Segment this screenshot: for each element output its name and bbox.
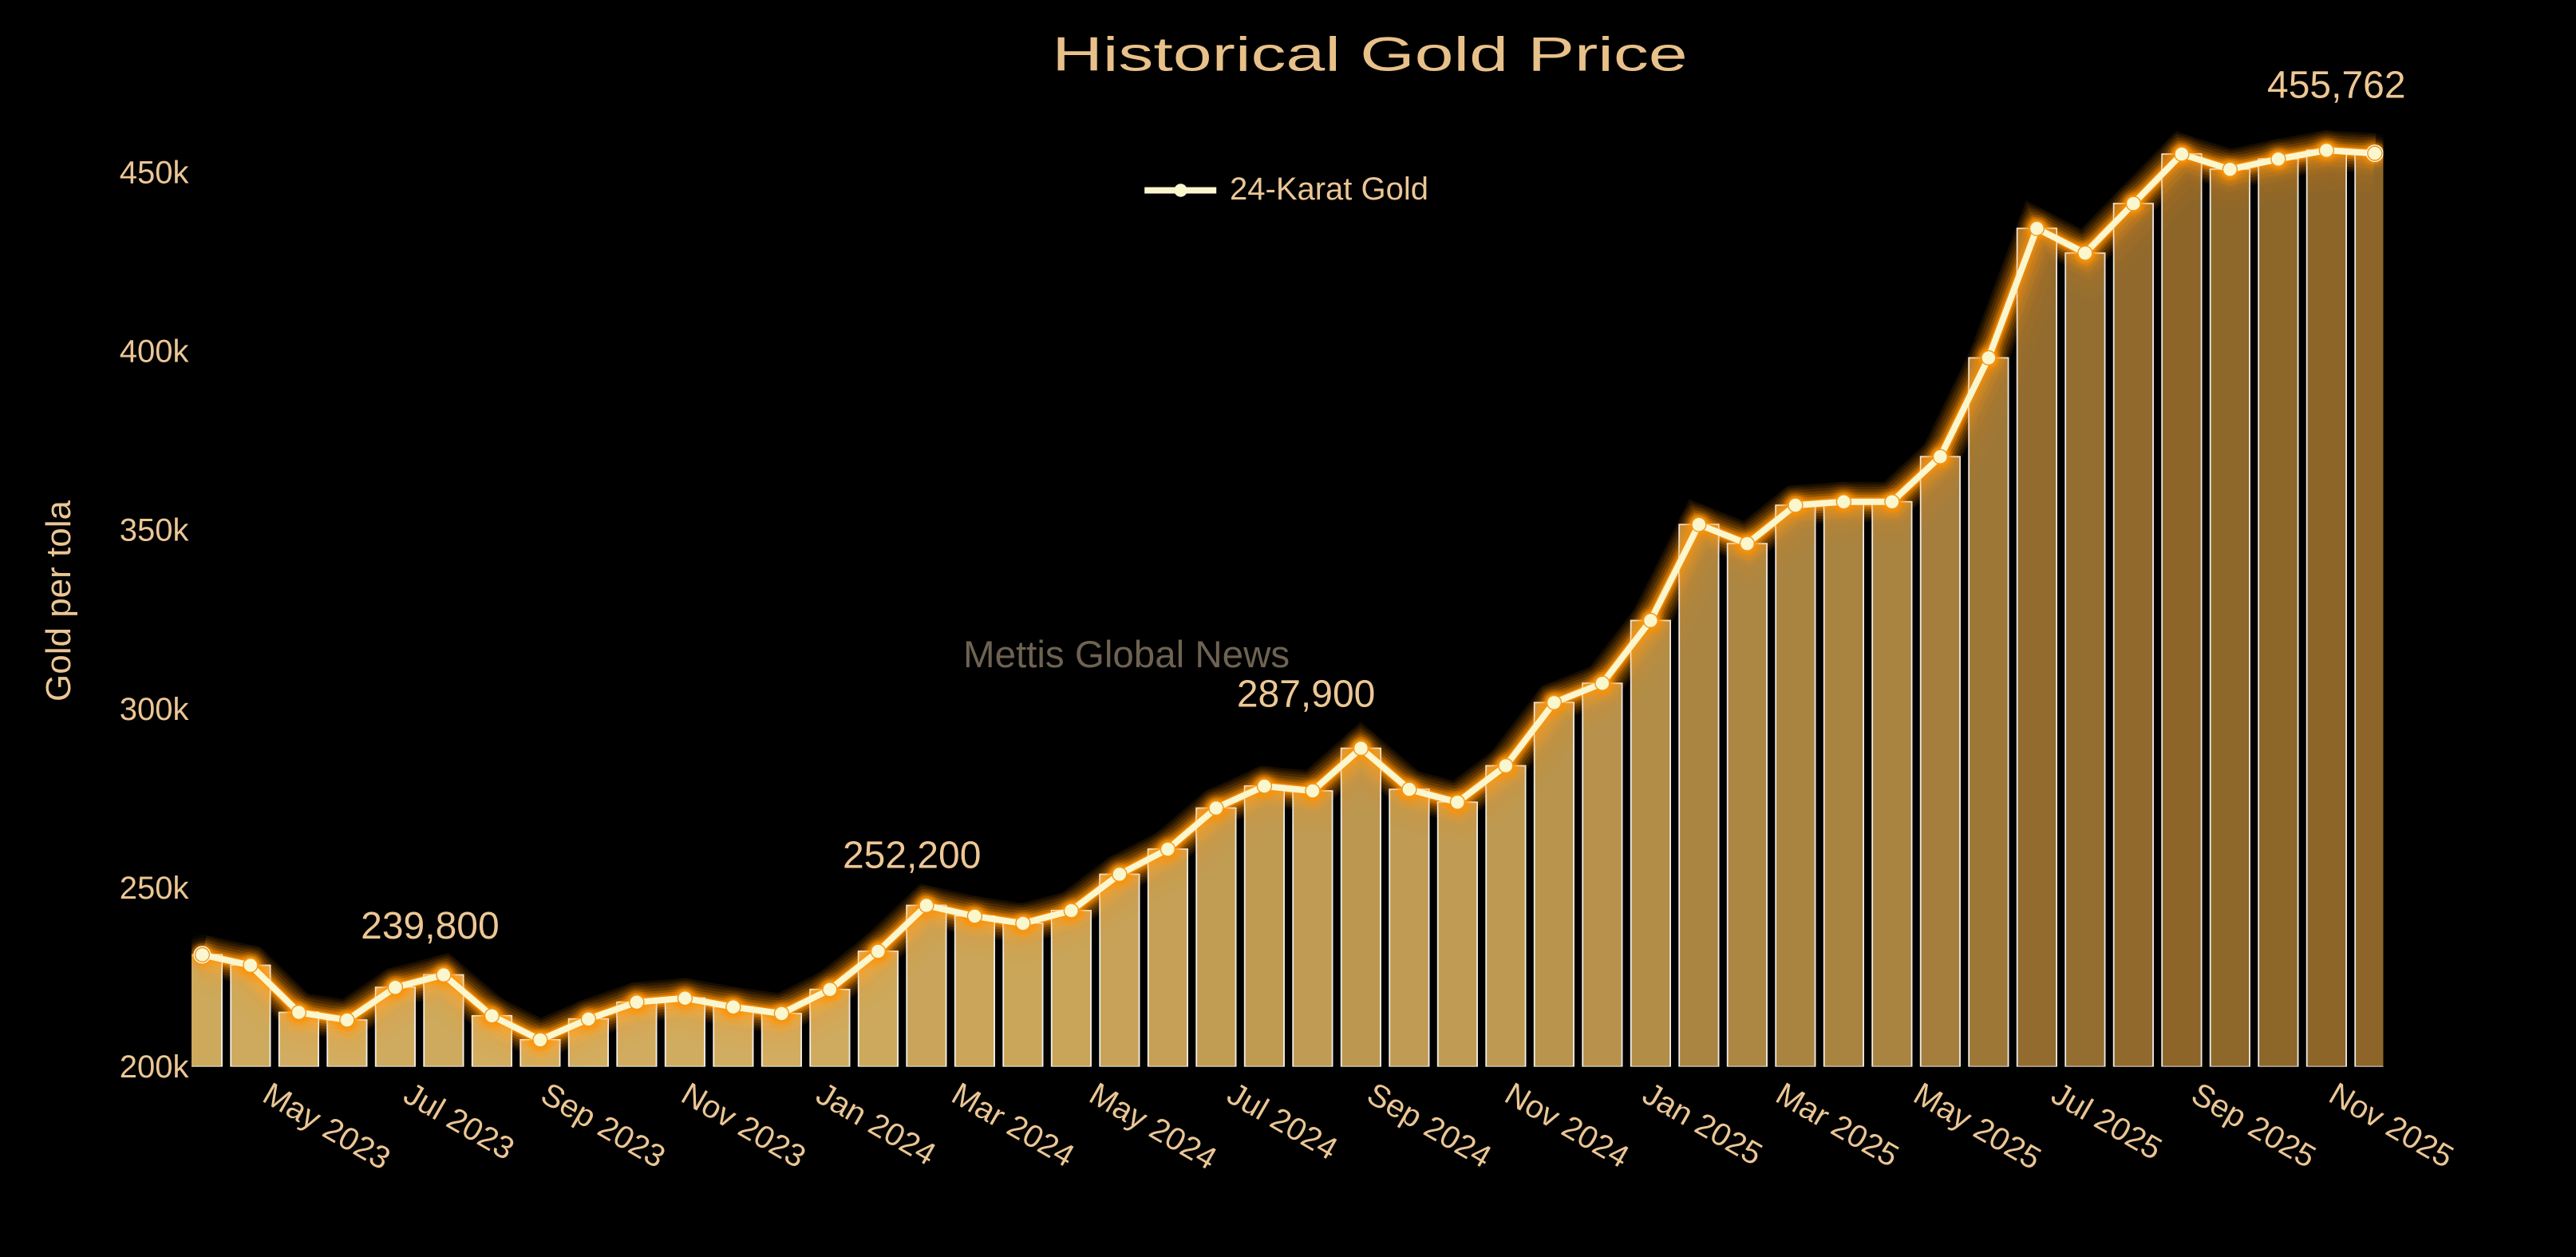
svg-text:252,200: 252,200 <box>843 834 982 876</box>
svg-text:455,762: 455,762 <box>2267 64 2406 106</box>
svg-text:350k: 350k <box>120 513 190 548</box>
svg-text:239,800: 239,800 <box>361 905 500 947</box>
svg-text:450k: 450k <box>120 156 190 191</box>
svg-text:287,900: 287,900 <box>1237 673 1376 715</box>
svg-text:Mettis Global News: Mettis Global News <box>963 634 1290 676</box>
svg-text:200k: 200k <box>120 1049 190 1085</box>
svg-text:400k: 400k <box>120 334 190 370</box>
svg-text:Gold per tola: Gold per tola <box>39 500 78 702</box>
svg-text:300k: 300k <box>120 692 190 727</box>
svg-text:24-Karat Gold: 24-Karat Gold <box>1230 172 1428 207</box>
svg-text:250k: 250k <box>120 871 190 906</box>
svg-text:Historical Gold Price: Historical Gold Price <box>1052 27 1687 81</box>
